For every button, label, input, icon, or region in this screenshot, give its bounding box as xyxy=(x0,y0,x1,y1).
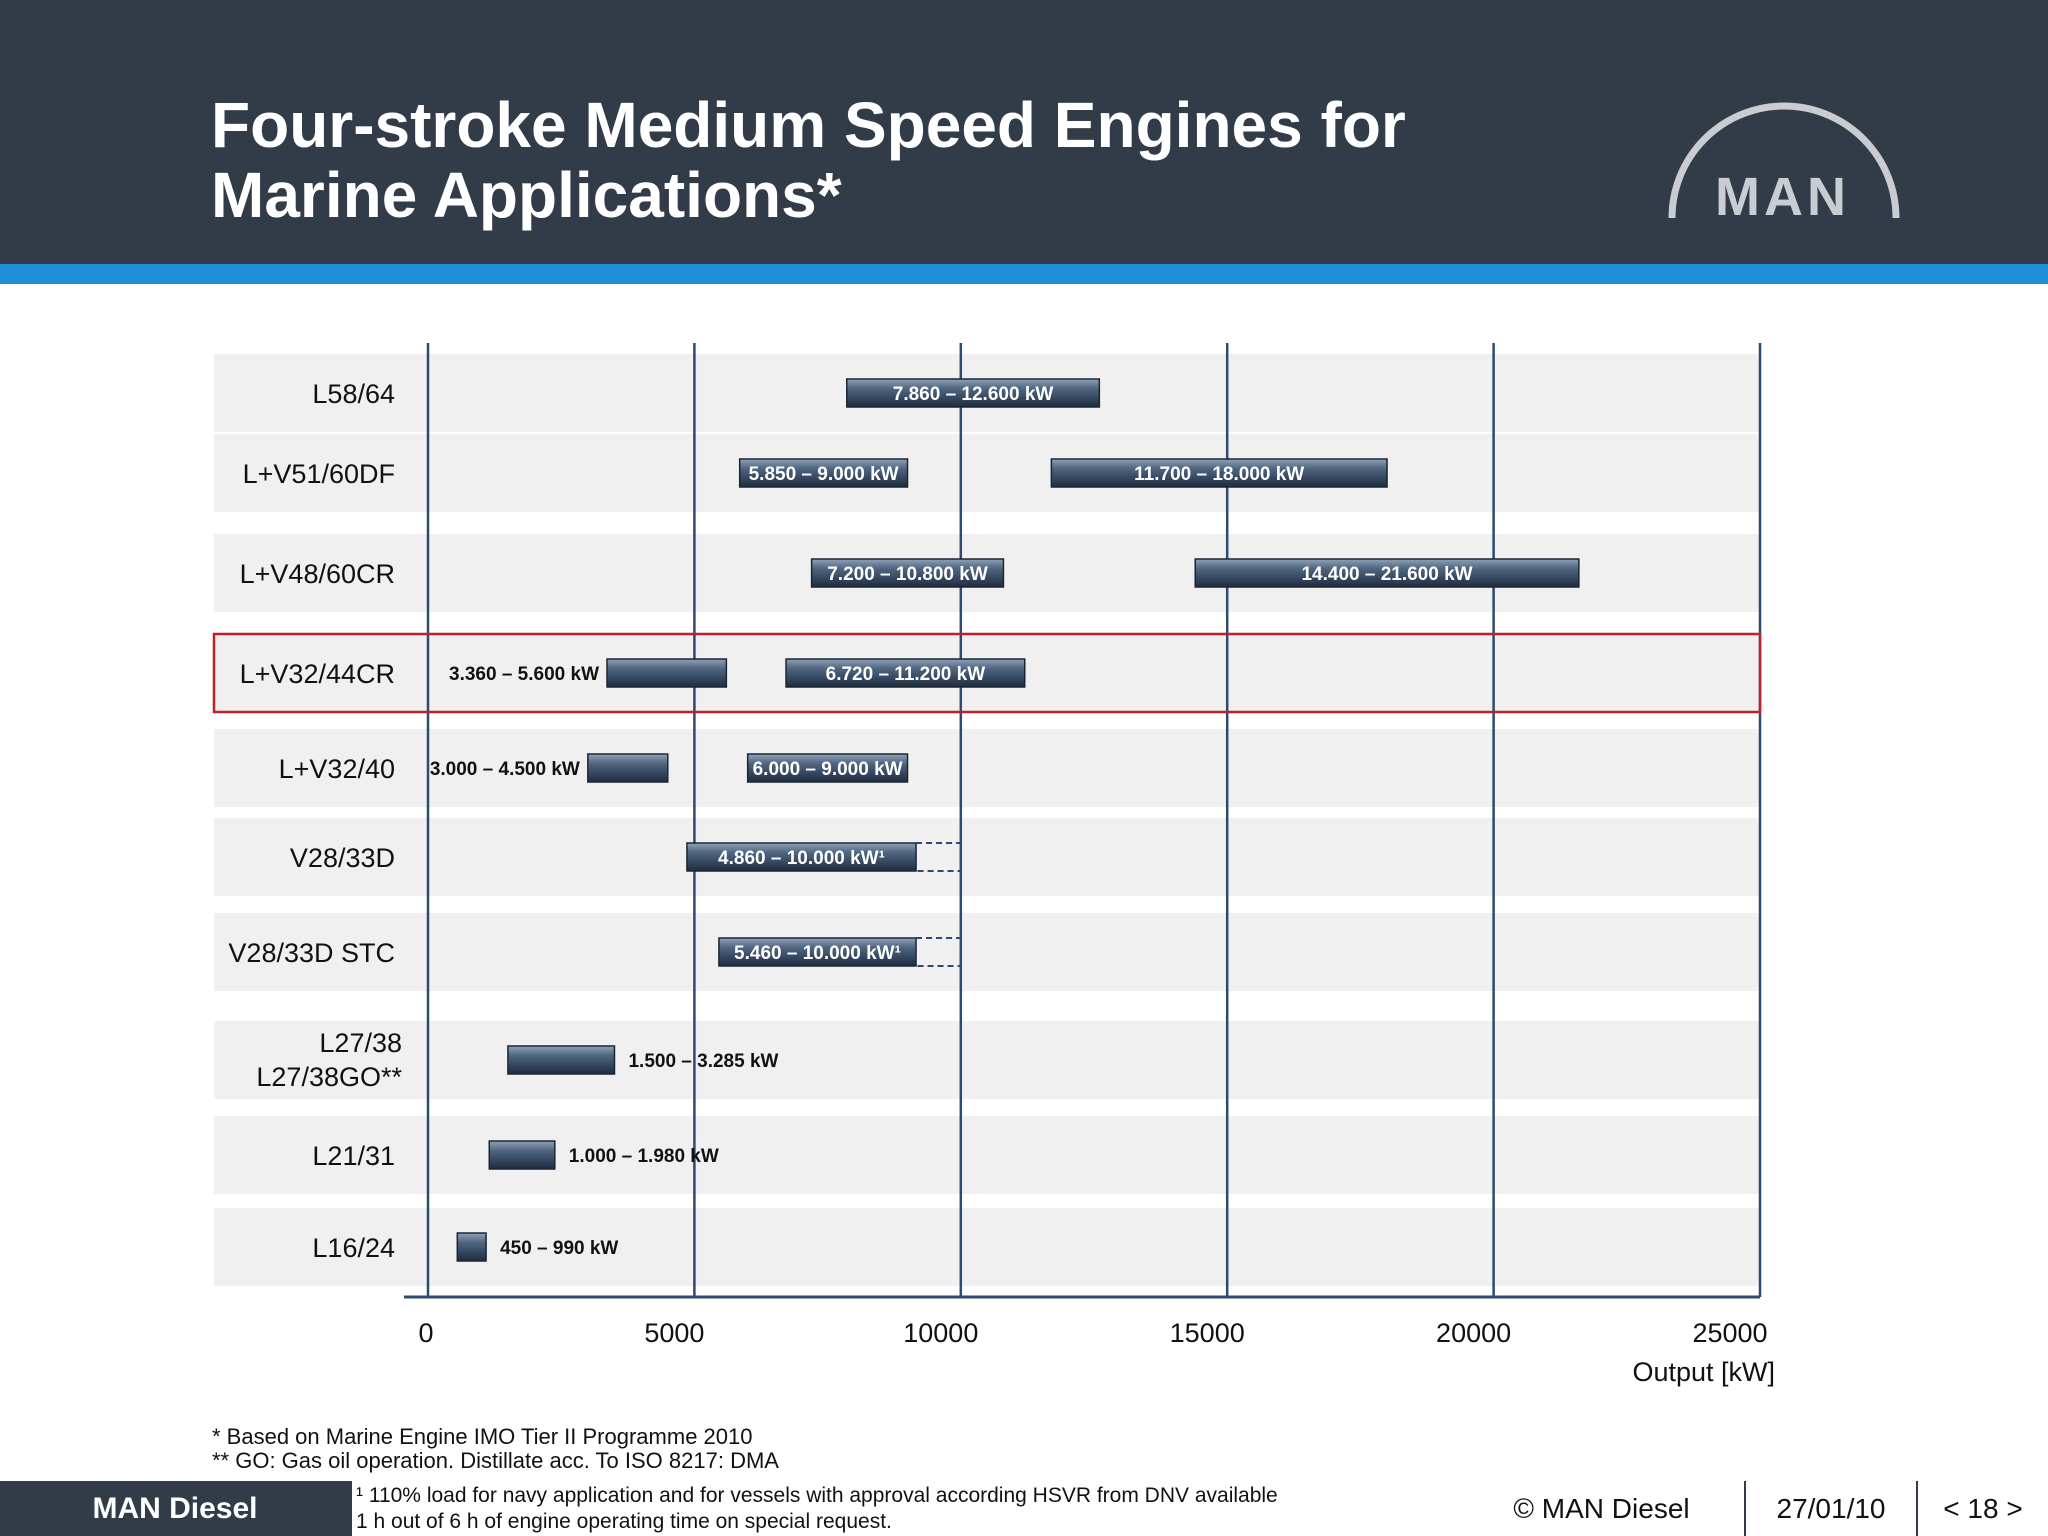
bar-value-label: 14.400 – 21.600 kW xyxy=(1301,564,1472,585)
row-band xyxy=(214,1116,1760,1194)
bar-value-label: 1.000 – 1.980 kW xyxy=(569,1146,719,1167)
bar-value-label: 11.700 – 18.000 kW xyxy=(1134,464,1304,485)
bar-value-label: 6.000 – 9.000 kW xyxy=(753,759,903,780)
slide-title-line-2: Marine Applications* xyxy=(211,159,842,231)
row-label: L16/24 xyxy=(312,1233,395,1263)
row-band xyxy=(214,818,1760,896)
row-label: L+V51/60DF xyxy=(243,459,395,489)
row-label: V28/33D xyxy=(290,843,395,873)
man-logo: MAN xyxy=(1660,86,1905,227)
bar-value-label: 450 – 990 kW xyxy=(500,1238,618,1259)
footer-bar: MAN Diesel ¹ 110% load for navy applicat… xyxy=(0,1481,2048,1536)
slide-title-line-1: Four-stroke Medium Speed Engines for xyxy=(211,89,1406,161)
footnote-tier: * Based on Marine Engine IMO Tier II Pro… xyxy=(212,1424,753,1449)
range-bar xyxy=(686,842,917,872)
range-bar xyxy=(587,753,669,783)
range-bar xyxy=(456,1232,487,1262)
range-bar xyxy=(738,458,909,488)
footer-brand: MAN Diesel xyxy=(92,1492,258,1525)
footer-copyright: © MAN Diesel xyxy=(1459,1481,1744,1536)
range-bar xyxy=(507,1045,616,1075)
range-bar xyxy=(718,937,917,967)
row-label: L+V32/44CR xyxy=(240,659,395,689)
x-tick-label: 5000 xyxy=(644,1318,704,1348)
bar-value-label: 3.000 – 4.500 kW xyxy=(430,759,580,780)
bar-value-label: 5.460 – 10.000 kW¹ xyxy=(734,943,901,964)
footer-notes: ¹ 110% load for navy application and for… xyxy=(350,1481,1459,1536)
x-tick-label: 25000 xyxy=(1692,1318,1767,1348)
footer-note-2: 1 h out of 6 h of engine operating time … xyxy=(356,1510,892,1533)
range-bar xyxy=(1194,558,1580,588)
x-tick-label: 20000 xyxy=(1436,1318,1511,1348)
row-label: L21/31 xyxy=(312,1141,395,1171)
row-label: L+V32/40 xyxy=(279,754,395,784)
range-bar xyxy=(606,658,728,688)
header-band: Four-stroke Medium Speed Engines for Mar… xyxy=(0,0,2048,264)
bar-value-label: 1.500 – 3.285 kW xyxy=(628,1051,778,1072)
bar-value-label: 6.720 – 11.200 kW xyxy=(826,664,986,685)
x-tick-label: 10000 xyxy=(903,1318,978,1348)
logo-text: MAN xyxy=(1715,167,1850,227)
range-bar xyxy=(810,558,1005,588)
header-accent-stripe xyxy=(0,264,2048,284)
range-bar xyxy=(1050,458,1388,488)
range-bar xyxy=(488,1140,556,1170)
bar-value-label: 3.360 – 5.600 kW xyxy=(449,664,599,685)
bar-value-label: 5.850 – 9.000 kW xyxy=(749,464,899,485)
footer-page-number: < 18 > xyxy=(1918,1481,2048,1536)
footnote-go: ** GO: Gas oil operation. Distillate acc… xyxy=(212,1448,779,1473)
row-label: L58/64 xyxy=(312,379,395,409)
row-label-secondary: L27/38GO** xyxy=(256,1062,402,1092)
logo-arc-icon xyxy=(1668,102,1900,219)
row-band xyxy=(214,1021,1760,1099)
row-label: V28/33D STC xyxy=(228,938,395,968)
row-band xyxy=(214,1208,1760,1286)
bar-value-label: 7.200 – 10.800 kW xyxy=(827,564,988,585)
bar-value-label: 7.860 – 12.600 kW xyxy=(893,384,1054,405)
footer-date: 27/01/10 xyxy=(1746,1481,1916,1536)
row-band xyxy=(214,434,1760,512)
range-bar xyxy=(746,753,909,783)
footer-note-1: ¹ 110% load for navy application and for… xyxy=(356,1484,1278,1507)
bar-value-label: 4.860 – 10.000 kW¹ xyxy=(718,848,885,869)
x-axis-title: Output [kW] xyxy=(1632,1357,1775,1387)
row-label: L27/38 xyxy=(319,1028,402,1058)
range-bar xyxy=(846,378,1101,408)
range-bar xyxy=(785,658,1026,688)
range-bar-extension xyxy=(916,937,962,967)
x-tick-label: 0 xyxy=(418,1318,433,1348)
row-band xyxy=(214,729,1760,807)
row-band xyxy=(214,913,1760,991)
row-label: L+V48/60CR xyxy=(240,559,395,589)
highlighted-row-frame xyxy=(212,632,1762,714)
range-bar-extension xyxy=(916,842,962,872)
engine-output-chart: L58/64 L+V51/60DF L+V48/60CR L+V32/44CR L+V3… xyxy=(212,343,1775,1387)
x-tick-label: 15000 xyxy=(1170,1318,1245,1348)
